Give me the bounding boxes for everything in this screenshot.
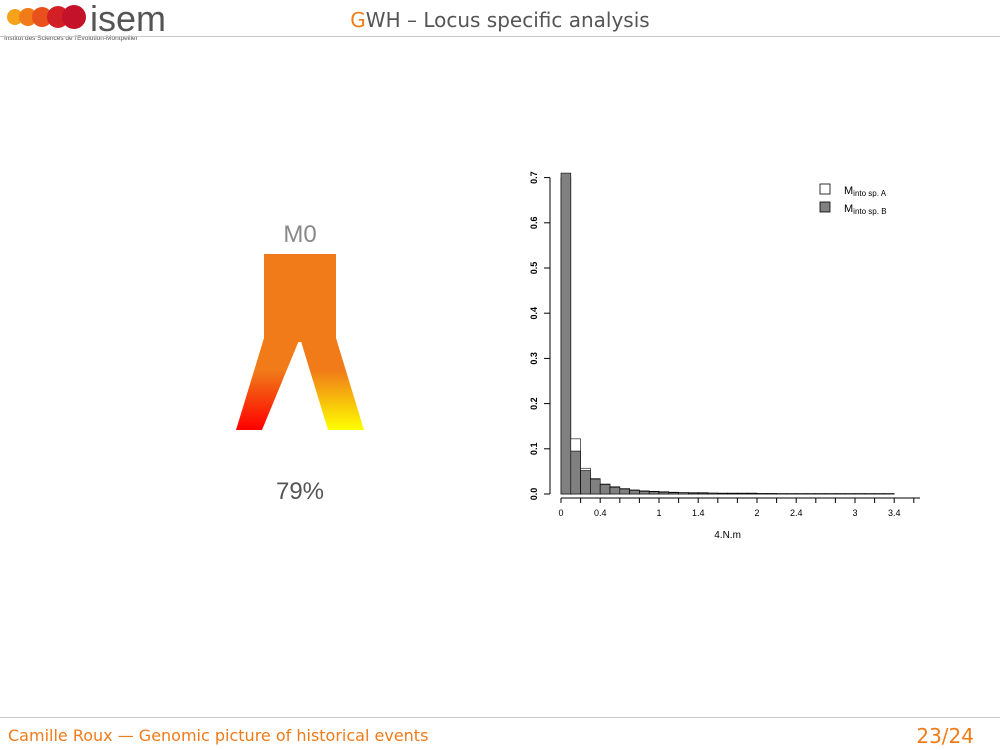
x-tick-label: 3.4 bbox=[888, 508, 901, 518]
histogram-bar-into-sp-b bbox=[580, 470, 591, 495]
logo-dot-1 bbox=[7, 9, 23, 25]
histogram-bar-into-sp-b bbox=[570, 450, 581, 495]
model-tree-diagram bbox=[236, 254, 364, 430]
right-daughter-branch bbox=[300, 338, 364, 430]
footer-divider bbox=[0, 717, 1000, 718]
isem-logo: isem bbox=[7, 2, 166, 39]
histogram-bar-into-sp-b bbox=[648, 491, 660, 495]
ancestral-population bbox=[264, 254, 336, 342]
logo-dot-3 bbox=[32, 7, 52, 27]
y-tick-label: 0.5 bbox=[529, 262, 539, 275]
legend-into-sp-b-label: Minto sp. B bbox=[844, 203, 887, 216]
x-tick-label: 3 bbox=[852, 508, 857, 518]
histogram-bar-into-sp-b bbox=[668, 492, 679, 495]
histogram-bar-into-sp-b bbox=[658, 491, 670, 495]
header-divider bbox=[0, 36, 1000, 37]
slide-title: GWH – Locus specific analysis bbox=[0, 8, 1000, 32]
y-tick-label: 0.6 bbox=[529, 217, 539, 230]
logo-wordmark: isem bbox=[90, 2, 166, 39]
logo-dot-5 bbox=[62, 5, 86, 29]
x-tick-label: 2.4 bbox=[790, 508, 803, 518]
histogram-bar-into-sp-b bbox=[678, 492, 689, 495]
migration-histogram: 0.0 0.1 0.2 0.3 0.4 0.5 0.6 0.7 0 0.4 1 1.4 2 2.4 3 3.4… bbox=[529, 171, 920, 541]
x-tick-label: 2 bbox=[754, 508, 759, 518]
x-tick-label: 1 bbox=[656, 508, 661, 518]
model-label: M0 bbox=[283, 221, 317, 248]
x-tick-label: 0.4 bbox=[594, 508, 607, 518]
histogram-bar-into-sp-b bbox=[707, 492, 719, 495]
histogram-bar-into-sp-b bbox=[590, 478, 601, 495]
histogram-bar-into-sp-b bbox=[609, 486, 621, 495]
legend-into-sp-a-swatch bbox=[819, 183, 831, 195]
histogram-bar-into-sp-b bbox=[599, 484, 611, 495]
histogram-bar-into-sp-b bbox=[560, 172, 572, 495]
page-number: 23/24 bbox=[916, 724, 974, 748]
histogram-bar-into-sp-b bbox=[697, 492, 709, 495]
title-rest: WH – Locus specific analysis bbox=[365, 8, 650, 32]
y-tick-label: 0.0 bbox=[529, 488, 539, 501]
y-tick-label: 0.2 bbox=[529, 397, 539, 410]
legend-into-sp-a-label: Minto sp. A bbox=[844, 185, 887, 198]
histogram-bar-into-sp-b bbox=[688, 492, 699, 495]
y-tick-label: 0.4 bbox=[529, 307, 539, 320]
legend-into-sp-b-swatch bbox=[819, 201, 831, 213]
histogram-bar-into-sp-b bbox=[629, 490, 640, 495]
model-support-percent: 79% bbox=[275, 478, 325, 505]
x-tick-label: 1.4 bbox=[692, 508, 705, 518]
left-daughter-branch bbox=[236, 338, 300, 430]
histogram-bar-into-sp-b bbox=[619, 488, 630, 495]
histogram-bar-into-sp-b bbox=[639, 490, 650, 495]
slide-header: isem Institut des Sciences de l'Evolutio… bbox=[0, 0, 1000, 48]
y-tick-label: 0.3 bbox=[529, 352, 539, 365]
footer-author-title: Camille Roux — Genomic picture of histor… bbox=[8, 726, 429, 745]
y-tick-label: 0.7 bbox=[529, 171, 539, 184]
x-tick-label: 0 bbox=[558, 508, 563, 518]
x-axis-label: 4.N.m bbox=[714, 530, 741, 541]
y-tick-label: 0.1 bbox=[529, 443, 539, 456]
logo-subtitle: Institut des Sciences de l'Evolution-Mon… bbox=[4, 35, 138, 42]
title-accent: G bbox=[350, 8, 366, 32]
logo-dot-2 bbox=[19, 8, 37, 26]
